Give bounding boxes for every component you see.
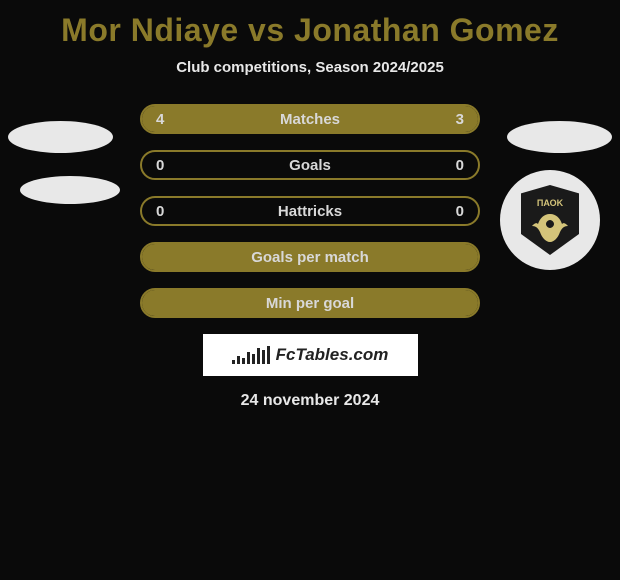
stat-pill: Min per goal [140, 288, 480, 318]
stat-label: Matches [280, 111, 340, 128]
subtitle: Club competitions, Season 2024/2025 [0, 59, 620, 76]
stat-label: Goals [289, 157, 331, 174]
page-title: Mor Ndiaye vs Jonathan Gomez [0, 0, 620, 49]
stat-pill: 0 Goals 0 [140, 150, 480, 180]
stat-left-value: 0 [156, 203, 164, 220]
watermark-text: FcTables.com [276, 345, 389, 365]
stat-row: 0 Goals 0 [0, 150, 620, 180]
stat-row: Goals per match [0, 242, 620, 272]
stat-row: 4 Matches 3 [0, 104, 620, 134]
stat-pill: 0 Hattricks 0 [140, 196, 480, 226]
stat-row: Min per goal [0, 288, 620, 318]
date-text: 24 november 2024 [0, 392, 620, 410]
stat-label: Hattricks [278, 203, 342, 220]
stat-left-value: 0 [156, 157, 164, 174]
stat-pill: 4 Matches 3 [140, 104, 480, 134]
stat-left-value: 4 [156, 111, 164, 128]
chart-bars-icon [232, 346, 270, 364]
stat-rows: 4 Matches 3 0 Goals 0 0 Hattricks 0 Goals per mat… [0, 104, 620, 318]
stat-label: Goals per match [251, 249, 369, 266]
stat-right-value: 0 [456, 203, 464, 220]
stat-pill: Goals per match [140, 242, 480, 272]
stat-row: 0 Hattricks 0 [0, 196, 620, 226]
stat-right-value: 3 [456, 111, 464, 128]
stat-right-value: 0 [456, 157, 464, 174]
watermark: FcTables.com [203, 334, 418, 376]
stat-label: Min per goal [266, 295, 354, 312]
